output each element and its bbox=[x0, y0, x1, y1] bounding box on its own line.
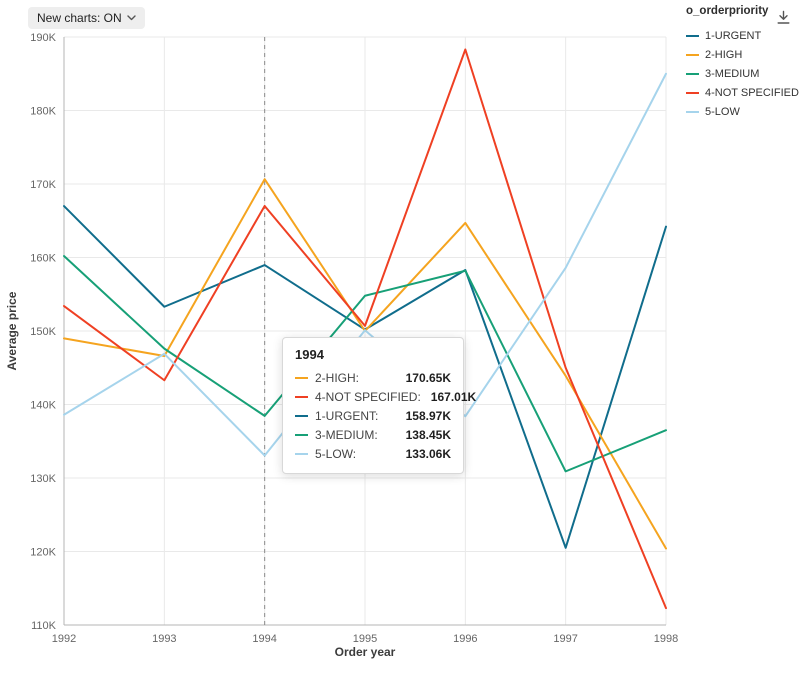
y-tick-label: 190K bbox=[30, 32, 56, 44]
x-tick-label: 1993 bbox=[152, 633, 176, 645]
x-tick-label: 1997 bbox=[553, 633, 577, 645]
y-tick-label: 180K bbox=[30, 106, 56, 118]
tooltip-series-value: 170.65K bbox=[405, 370, 451, 385]
new-charts-toggle[interactable]: New charts: ON bbox=[28, 7, 145, 29]
legend-item-label: 3-MEDIUM bbox=[705, 67, 760, 80]
tooltip-row: 4-NOT SPECIFIED: 167.01K bbox=[295, 387, 476, 406]
legend-title: o_orderpriority bbox=[686, 5, 769, 17]
legend-item-2-HIGH[interactable]: 2-HIGH bbox=[686, 45, 798, 64]
tooltip-series-value: 167.01K bbox=[430, 389, 477, 404]
legend-item-4-NOT SPECIFIED[interactable]: 4-NOT SPECIFIED bbox=[686, 83, 799, 102]
y-tick-label: 170K bbox=[30, 179, 56, 191]
y-tick-label: 120K bbox=[30, 547, 56, 559]
legend-swatch bbox=[686, 34, 699, 37]
download-icon[interactable] bbox=[774, 8, 792, 26]
x-tick-label: 1992 bbox=[52, 633, 76, 645]
tooltip-series-value: 138.45K bbox=[405, 427, 451, 442]
tooltip: 1994 2-HIGH: 170.65K 4-NOT SPECIFIED: 167.0… bbox=[282, 337, 476, 474]
y-tick-label: 150K bbox=[30, 326, 56, 338]
series-line-5-LOW[interactable] bbox=[63, 72, 667, 457]
y-axis-title: Average price bbox=[5, 291, 19, 370]
tooltip-row: 5-LOW: 133.06K bbox=[295, 444, 451, 463]
tooltip-series-label: 1-URGENT: bbox=[315, 408, 379, 423]
y-tick-label: 160K bbox=[30, 253, 56, 265]
tooltip-row: 3-MEDIUM: 138.45K bbox=[295, 425, 451, 444]
y-tick-label: 140K bbox=[30, 400, 56, 412]
legend-item-5-LOW[interactable]: 5-LOW bbox=[686, 102, 798, 121]
tooltip-rows: 2-HIGH: 170.65K 4-NOT SPECIFIED: 167.01K 1-U… bbox=[295, 368, 476, 463]
series-line-4-NOT SPECIFIED[interactable] bbox=[63, 48, 667, 610]
tooltip-swatch bbox=[295, 376, 308, 379]
chevron-down-icon bbox=[126, 15, 136, 21]
legend-swatch bbox=[686, 110, 699, 113]
series-line-3-MEDIUM[interactable] bbox=[63, 255, 667, 473]
legend-swatch bbox=[686, 91, 699, 94]
legend-items: 1-URGENT 2-HIGH 3-MEDIUM 4-NOT SPECIFIED 5-L… bbox=[686, 26, 799, 121]
legend-swatch bbox=[686, 53, 699, 56]
tooltip-series-label: 5-LOW: bbox=[315, 446, 357, 461]
x-tick-label: 1994 bbox=[252, 633, 276, 645]
tooltip-swatch bbox=[295, 395, 308, 398]
tooltip-series-label: 4-NOT SPECIFIED: bbox=[315, 389, 421, 404]
tooltip-row: 1-URGENT: 158.97K bbox=[295, 406, 451, 425]
legend-item-label: 2-HIGH bbox=[705, 48, 743, 61]
legend-item-label: 4-NOT SPECIFIED bbox=[705, 86, 799, 99]
y-tick-label: 130K bbox=[30, 473, 56, 485]
tooltip-series-value: 133.06K bbox=[405, 446, 451, 461]
x-tick-label: 1996 bbox=[453, 633, 477, 645]
tooltip-swatch bbox=[295, 414, 308, 417]
x-axis-title: Order year bbox=[335, 645, 396, 659]
x-tick-label: 1995 bbox=[353, 633, 377, 645]
legend-item-label: 1-URGENT bbox=[705, 29, 762, 42]
tooltip-series-value: 158.97K bbox=[405, 408, 451, 423]
tooltip-title: 1994 bbox=[295, 347, 324, 362]
legend-item-label: 5-LOW bbox=[705, 105, 740, 118]
legend-item-3-MEDIUM[interactable]: 3-MEDIUM bbox=[686, 64, 798, 83]
x-tick-label: 1998 bbox=[654, 633, 678, 645]
legend: o_orderpriority 1-URGENT 2-HIGH 3-MEDIUM 4-… bbox=[686, 5, 799, 121]
tooltip-series-label: 3-MEDIUM: bbox=[315, 427, 378, 442]
new-charts-toggle-label: New charts: ON bbox=[37, 11, 122, 25]
legend-swatch bbox=[686, 72, 699, 75]
tooltip-swatch bbox=[295, 433, 308, 436]
legend-item-1-URGENT[interactable]: 1-URGENT bbox=[686, 26, 798, 45]
tooltip-series-label: 2-HIGH: bbox=[315, 370, 360, 385]
tooltip-row: 2-HIGH: 170.65K bbox=[295, 368, 451, 387]
y-tick-label: 110K bbox=[31, 620, 57, 632]
tooltip-swatch bbox=[295, 452, 308, 455]
